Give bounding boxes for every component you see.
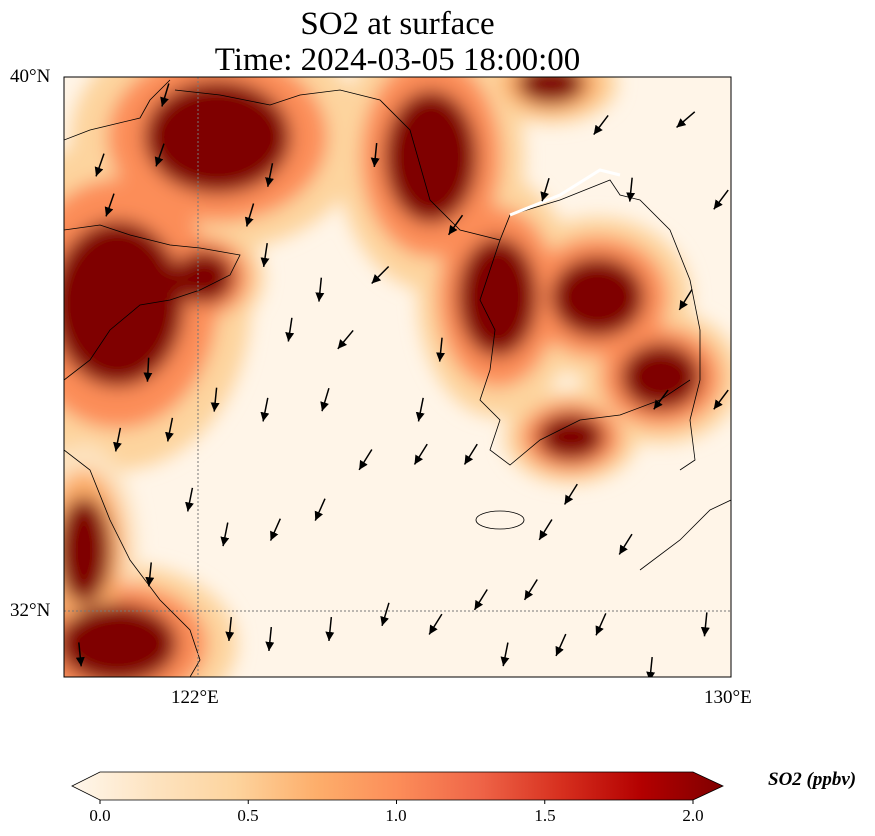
so2-hotspot bbox=[64, 497, 111, 604]
title-line-1: SO2 at surface bbox=[300, 6, 495, 42]
so2-hotspot bbox=[517, 77, 585, 104]
wind-arrow bbox=[285, 317, 295, 342]
wind-arrow bbox=[595, 613, 607, 636]
wind-arrow bbox=[154, 143, 165, 167]
colorbar-label: SO2 (ppbv) bbox=[768, 769, 857, 790]
wind-arrow bbox=[563, 483, 578, 505]
wind-arrow bbox=[185, 487, 194, 512]
wind-arrow bbox=[370, 142, 380, 168]
wind-arrow bbox=[104, 193, 115, 217]
wind-arrow bbox=[413, 443, 428, 465]
wind-arrow bbox=[473, 589, 488, 611]
wind-arrow bbox=[593, 114, 609, 136]
colorbar-bar bbox=[71, 771, 724, 801]
so2-hotspot bbox=[64, 603, 178, 677]
colorbar-tick-2.0: 2.0 bbox=[682, 806, 704, 825]
wind-arrow bbox=[325, 616, 335, 642]
so2-hotspot bbox=[620, 343, 701, 411]
wind-arrow bbox=[94, 153, 105, 177]
wind-arrow bbox=[265, 626, 275, 652]
colorbar bbox=[71, 771, 724, 804]
lat-tick-40n: 40°N bbox=[10, 66, 51, 87]
wind-arrow bbox=[678, 289, 693, 311]
wind-arrow bbox=[447, 214, 464, 236]
map-frame bbox=[63, 76, 732, 678]
wind-arrow bbox=[113, 427, 122, 452]
wind-vectors bbox=[75, 83, 729, 677]
wind-arrow bbox=[225, 616, 235, 642]
wind-arrow bbox=[320, 387, 330, 412]
so2-hotspot bbox=[144, 80, 291, 194]
wind-arrow bbox=[555, 633, 567, 657]
wind-arrow bbox=[626, 177, 636, 202]
wind-arrow bbox=[700, 612, 710, 637]
wind-arrow bbox=[618, 533, 633, 555]
wind-arrow bbox=[676, 111, 696, 129]
so2-hotspot bbox=[64, 220, 185, 387]
wind-arrow bbox=[523, 579, 538, 601]
wind-arrow bbox=[165, 417, 174, 442]
wind-arrow bbox=[436, 337, 446, 362]
so2-hotspot bbox=[550, 257, 645, 337]
title-line-2: Time: 2024-03-05 18:00:00 bbox=[214, 42, 581, 78]
coastlines bbox=[64, 79, 731, 677]
wind-arrow bbox=[653, 389, 669, 410]
wind-arrow bbox=[463, 443, 478, 465]
wind-arrow bbox=[244, 203, 255, 227]
gridlines bbox=[64, 77, 731, 677]
lon-tick-122e: 122°E bbox=[171, 687, 219, 708]
lon-tick-130e: 130°E bbox=[704, 687, 752, 708]
wind-arrow bbox=[380, 602, 390, 627]
colorbar-tick-1.0: 1.0 bbox=[385, 806, 407, 825]
wind-arrow bbox=[160, 83, 170, 107]
wind-arrow bbox=[713, 189, 729, 210]
wind-arrow bbox=[269, 518, 281, 541]
colorbar-tick-0.5: 0.5 bbox=[237, 806, 259, 825]
so2-hotspot bbox=[384, 90, 478, 224]
wind-arrow bbox=[260, 397, 270, 422]
wind-arrow bbox=[337, 329, 354, 350]
so2-hotspot bbox=[457, 237, 538, 357]
wind-arrow bbox=[315, 277, 325, 302]
wind-arrow bbox=[314, 498, 326, 521]
wind-arrow bbox=[428, 613, 443, 635]
wind-arrow bbox=[500, 642, 510, 667]
colorbar-tick-0: 0.0 bbox=[89, 806, 111, 825]
lat-tick-32n: 32°N bbox=[10, 600, 51, 621]
so2-hotspot bbox=[174, 250, 235, 304]
colorbar-tick-1.5: 1.5 bbox=[534, 806, 556, 825]
wind-arrow bbox=[540, 177, 550, 202]
wind-arrow bbox=[265, 163, 274, 187]
wind-arrow bbox=[75, 642, 85, 667]
wind-arrow bbox=[415, 397, 425, 422]
wind-arrow bbox=[220, 522, 230, 547]
wind-arrow bbox=[358, 449, 373, 471]
so2-hotspot bbox=[537, 413, 605, 461]
wind-arrow bbox=[260, 243, 270, 267]
wind-arrow bbox=[371, 265, 390, 285]
wind-arrow bbox=[143, 357, 153, 382]
wind-arrow bbox=[713, 389, 729, 410]
wind-arrow bbox=[210, 387, 220, 412]
wind-arrow bbox=[145, 562, 155, 587]
wind-arrow bbox=[538, 519, 553, 541]
